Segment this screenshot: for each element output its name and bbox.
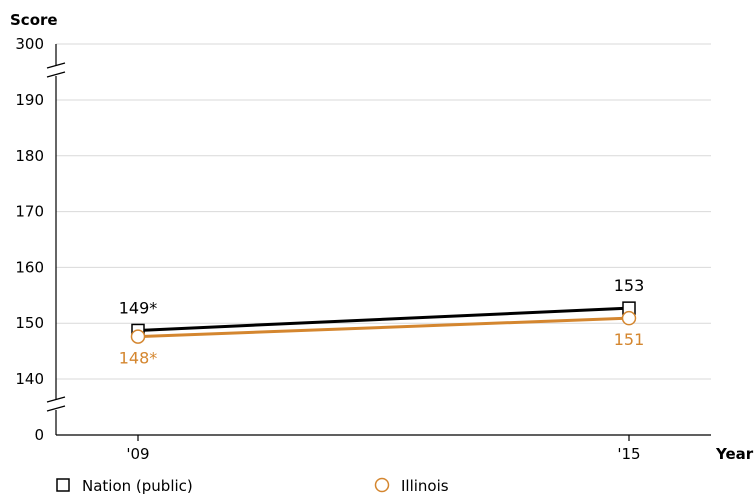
y-axis-break-bottom bbox=[46, 396, 66, 412]
y-axis-break-top bbox=[46, 62, 66, 78]
axes bbox=[46, 44, 711, 441]
legend-label: Nation (public) bbox=[82, 477, 193, 495]
y-tick-labels: 0 140 150 160 170 180 190 300 bbox=[15, 35, 44, 444]
illinois-marker bbox=[621, 310, 637, 326]
y-tick-label: 150 bbox=[15, 314, 44, 332]
data-label: 148* bbox=[119, 349, 158, 368]
y-tick-label: 300 bbox=[15, 35, 44, 53]
data-label: 153 bbox=[614, 276, 645, 295]
legend: Nation (public) Illinois bbox=[56, 477, 449, 495]
legend-square-icon bbox=[56, 478, 70, 492]
series-line bbox=[137, 306, 630, 332]
y-tick-label: 180 bbox=[15, 147, 44, 165]
y-tick-label: 190 bbox=[15, 91, 44, 109]
y-tick-label: 170 bbox=[15, 203, 44, 221]
legend-circle-icon bbox=[374, 477, 390, 493]
y-tick-label: 140 bbox=[15, 370, 44, 388]
data-label: 151 bbox=[614, 330, 645, 349]
y-tick-label: 160 bbox=[15, 258, 44, 276]
gridlines bbox=[56, 43, 711, 380]
x-axis-title: Year bbox=[715, 445, 754, 463]
x-tick-label: '09 bbox=[126, 445, 149, 463]
illinois-marker bbox=[130, 329, 146, 344]
x-tick-label: '15 bbox=[617, 445, 640, 463]
legend-label: Illinois bbox=[401, 477, 449, 495]
y-axis-title: Score bbox=[10, 11, 58, 29]
x-tick-labels: '09 '15 bbox=[126, 445, 640, 463]
data-label: 149* bbox=[119, 298, 158, 317]
series: 149* 153 148* 151 bbox=[119, 276, 645, 367]
y-tick-label: 0 bbox=[34, 426, 44, 444]
series-line bbox=[137, 316, 630, 339]
